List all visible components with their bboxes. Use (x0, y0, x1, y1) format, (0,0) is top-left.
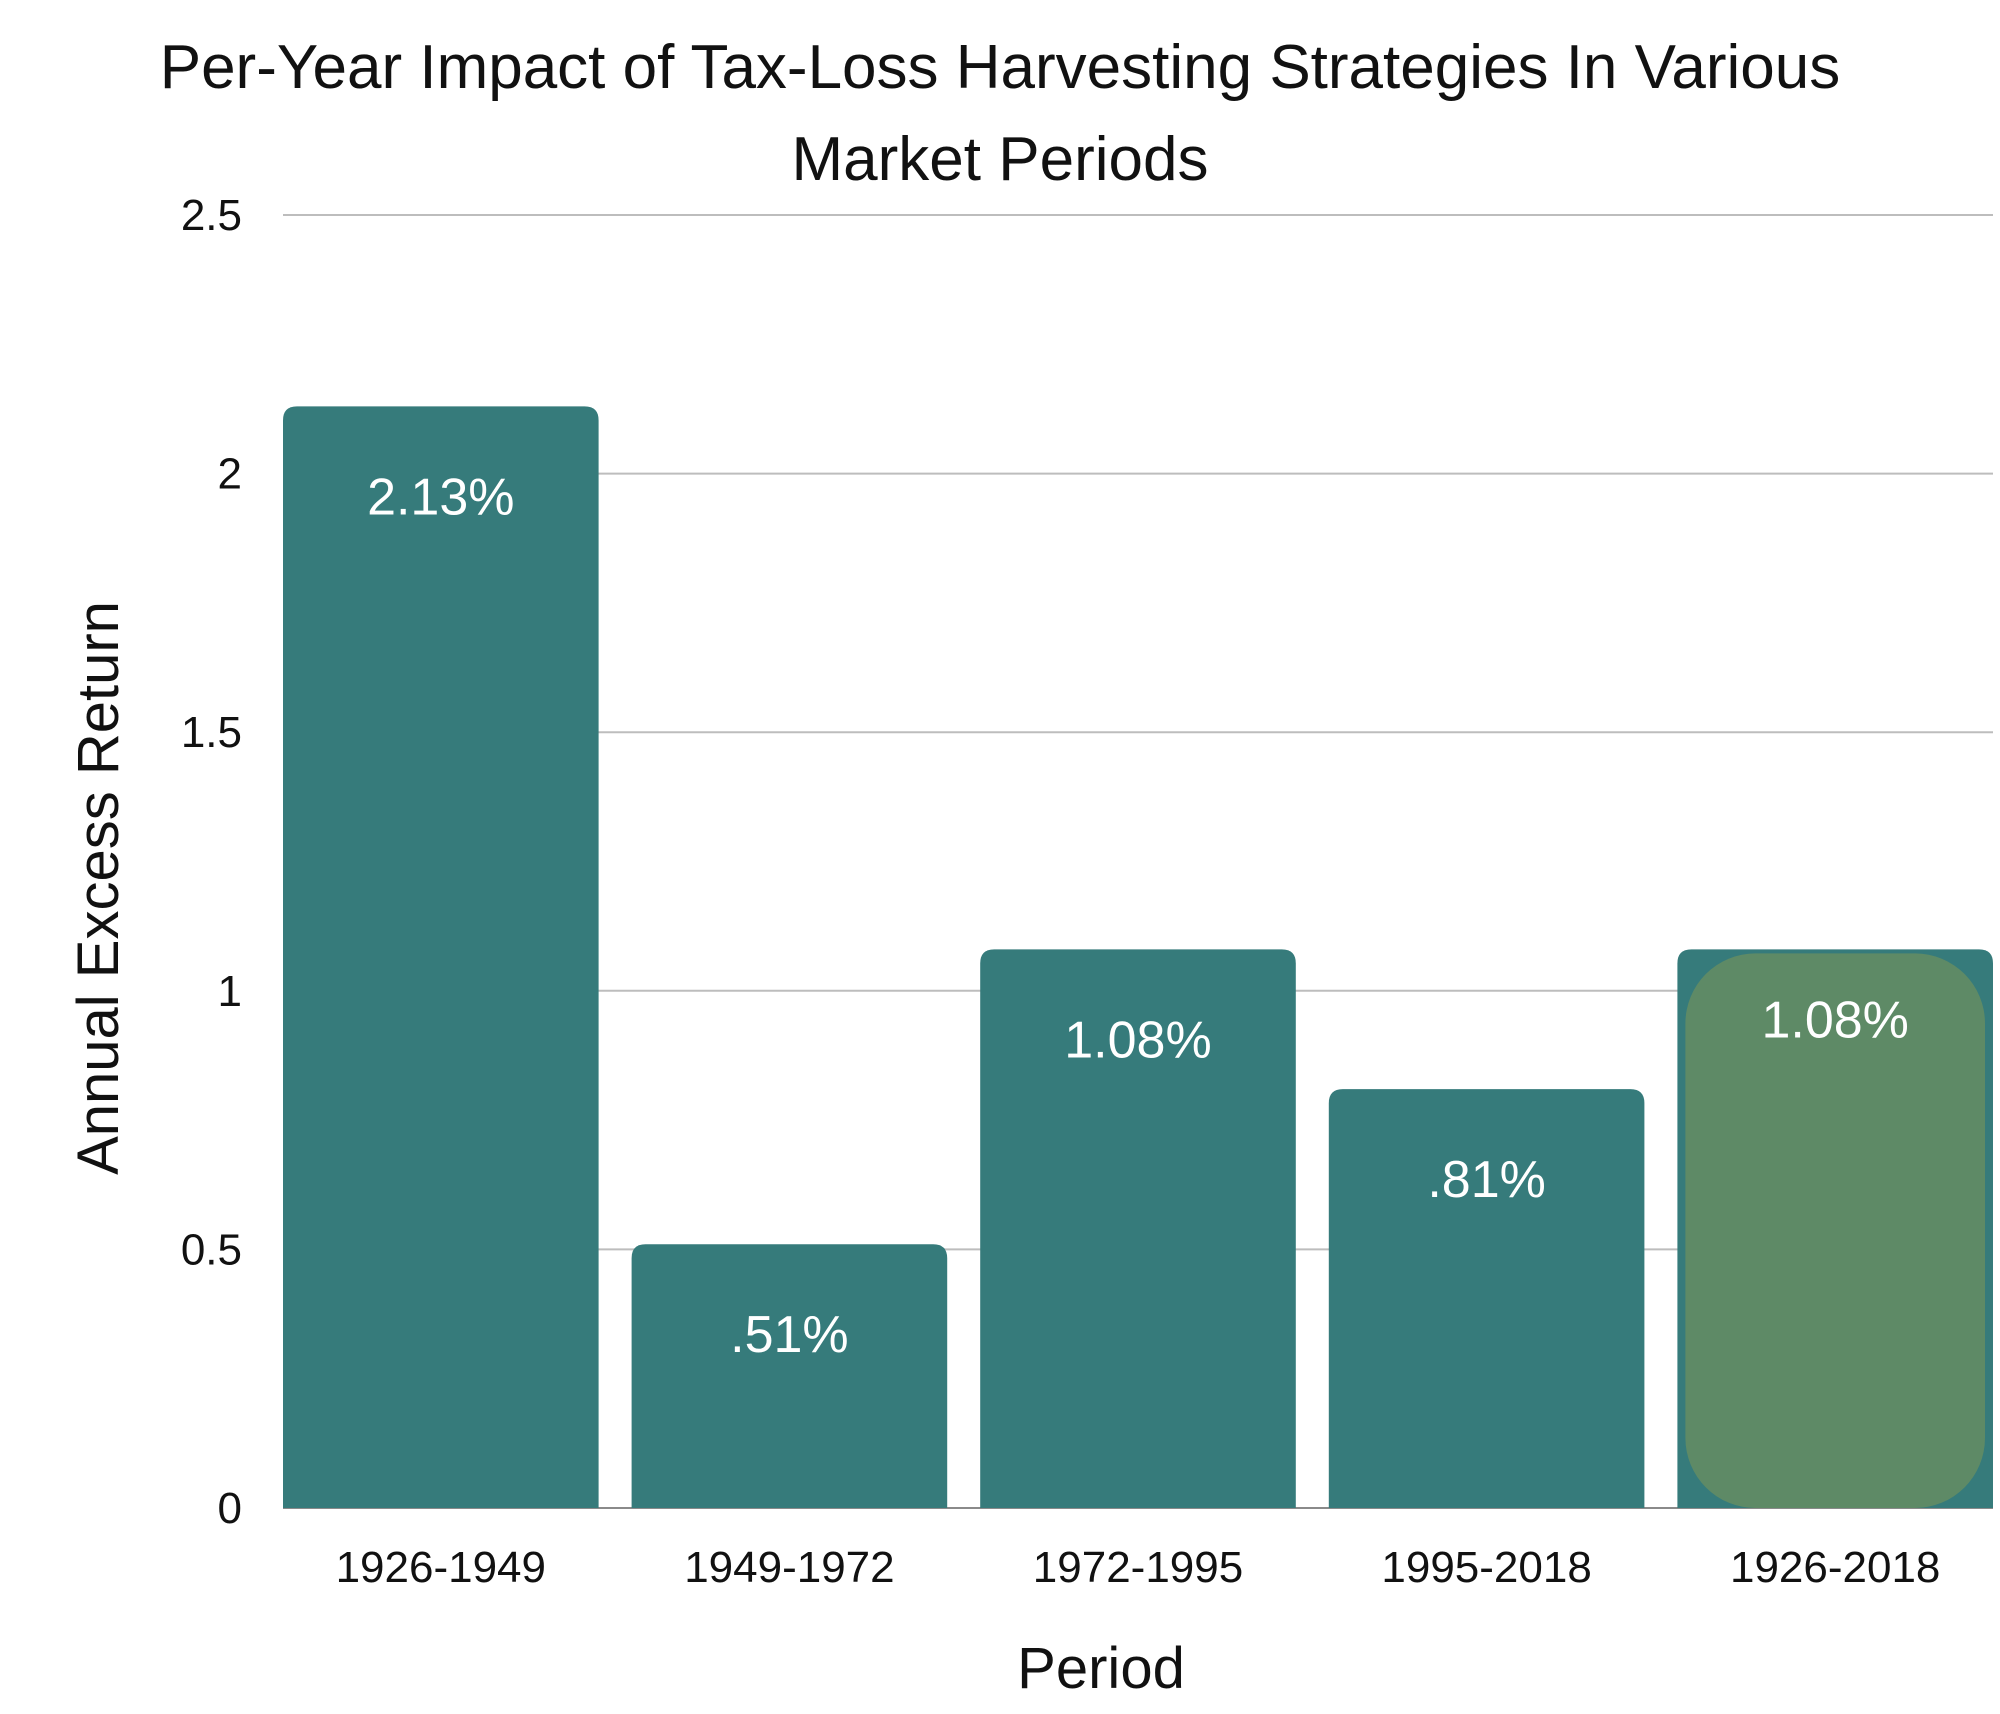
y-axis-ticks: 0 0.5 1 1.5 2 2.5 (181, 191, 242, 1533)
y-tick-label: 2.5 (181, 191, 242, 240)
bar-value-label: 2.13% (367, 468, 514, 526)
x-axis-ticks: 1926-1949 1949-1972 1972-1995 1995-2018 1926… (336, 1543, 1941, 1592)
x-tick-label: 1926-2018 (1730, 1543, 1940, 1592)
bar-value-label: .81% (1427, 1151, 1546, 1209)
bar-1972-1995 (980, 949, 1296, 1508)
chart-title-line-2: Market Periods (792, 125, 1209, 194)
bars: 2.13% .51% 1.08% .81% 1.08% (283, 406, 1993, 1508)
y-tick-label: 2 (218, 450, 242, 499)
chart-title: Per-Year Impact of Tax-Loss Harvesting S… (160, 33, 1841, 194)
bar-1995-2018 (1328, 1089, 1645, 1508)
x-axis-title: Period (1017, 1636, 1185, 1701)
x-tick-label: 1926-1949 (336, 1543, 546, 1592)
highlight-overlay (1685, 953, 1985, 1508)
bar-value-label: .51% (730, 1306, 849, 1364)
y-tick-label: 0 (218, 1484, 242, 1533)
bar-value-label: 1.08% (1761, 991, 1908, 1049)
x-tick-label: 1949-1972 (684, 1543, 894, 1592)
y-tick-label: 1 (218, 967, 242, 1016)
bar-1949-1972 (631, 1244, 948, 1508)
x-tick-label: 1972-1995 (1033, 1543, 1243, 1592)
bar-1926-1949 (283, 406, 599, 1508)
chart-title-line-1: Per-Year Impact of Tax-Loss Harvesting S… (160, 33, 1841, 102)
y-tick-label: 1.5 (181, 708, 242, 757)
y-tick-label: 0.5 (181, 1225, 242, 1274)
bar-value-label: 1.08% (1064, 1011, 1211, 1069)
x-tick-label: 1995-2018 (1381, 1543, 1591, 1592)
y-axis-title: Annual Excess Return (66, 601, 131, 1175)
